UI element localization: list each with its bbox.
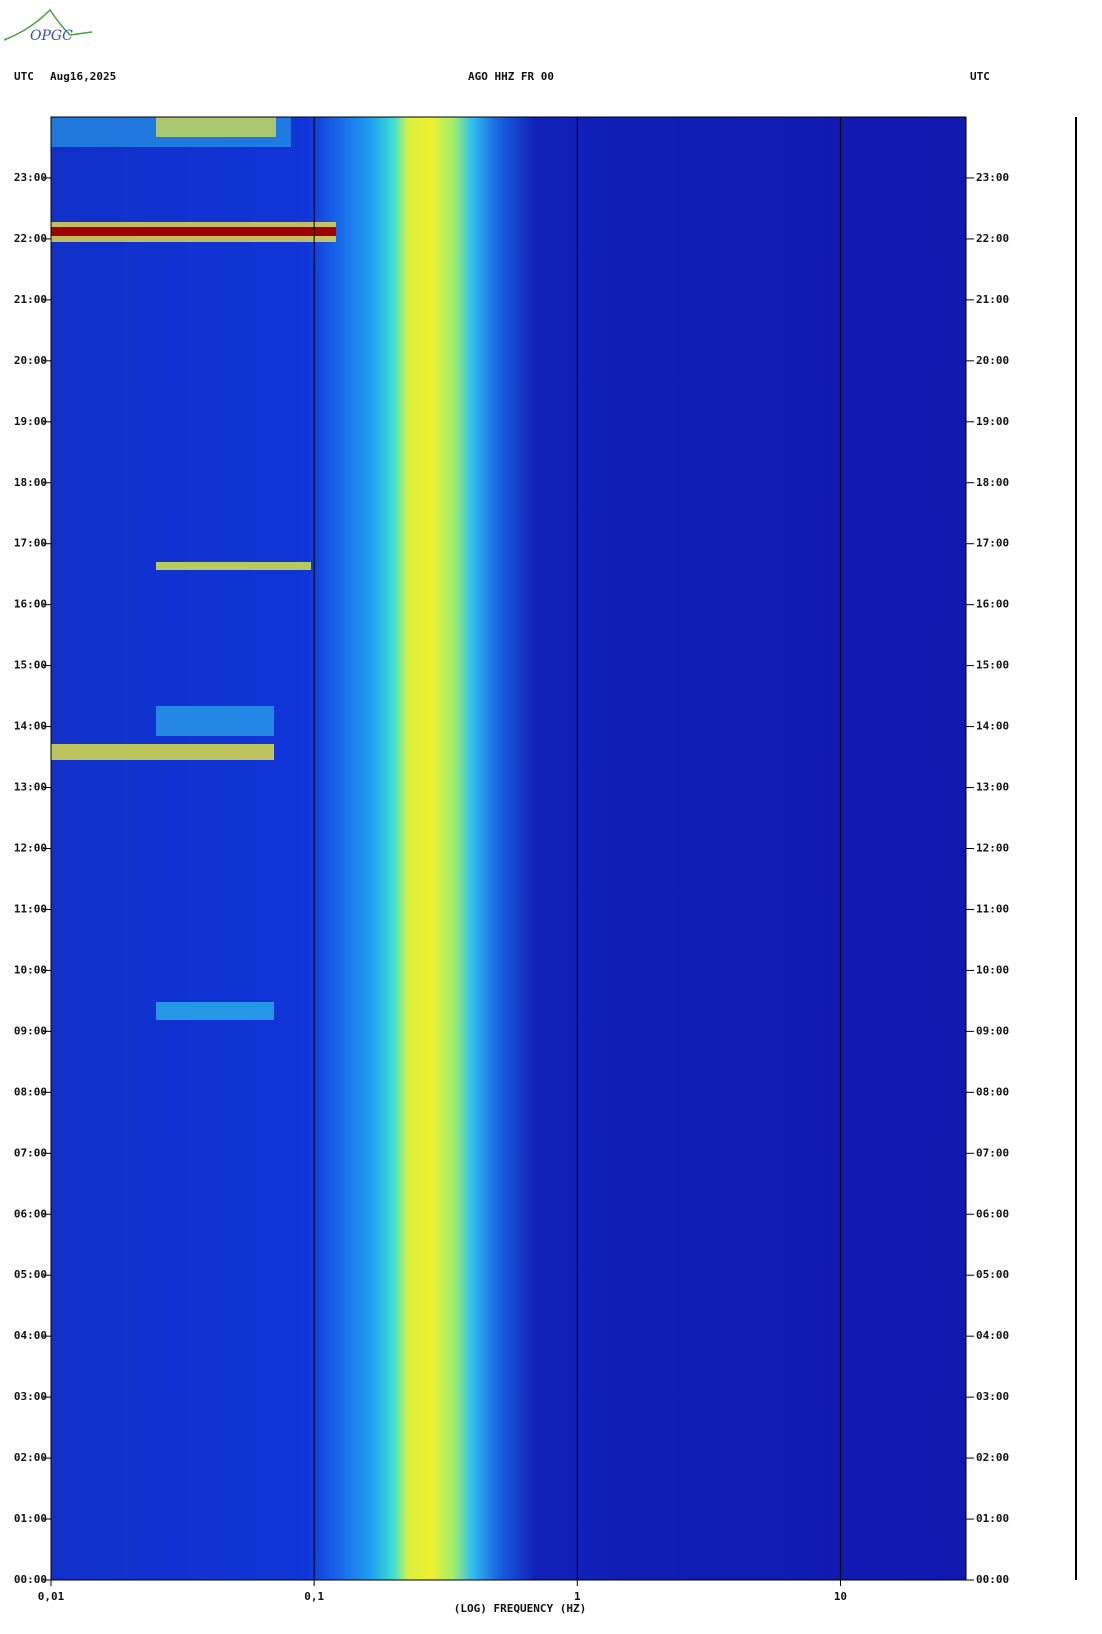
y-tick-label-right: 21:00 [976,293,1009,306]
y-tick-label-right: 16:00 [976,598,1009,611]
x-tick-label: 0,1 [304,1590,324,1603]
y-tick-label-left: 17:00 [14,537,47,550]
event-stripes [51,117,336,1020]
y-tick-label-right: 20:00 [976,354,1009,367]
x-tick-label: 0,01 [38,1590,65,1603]
y-tick-label-left: 22:00 [14,232,47,245]
y-tick-label-right: 06:00 [976,1207,1009,1220]
y-tick-label-right: 18:00 [976,476,1009,489]
y-tick-label-left: 06:00 [14,1207,47,1220]
y-tick-label-left: 18:00 [14,476,47,489]
logo-mark [3,8,93,41]
y-tick-label-right: 05:00 [976,1268,1009,1281]
y-tick-label-left: 10:00 [14,963,47,976]
y-tick-label-left: 01:00 [14,1512,47,1525]
logo: OPGC [30,28,73,44]
y-tick-label-right: 22:00 [976,232,1009,245]
y-tick-label-right: 09:00 [976,1024,1009,1037]
y-tick-label-left: 09:00 [14,1024,47,1037]
y-tick-label-left: 16:00 [14,598,47,611]
y-tick-label-right: 01:00 [976,1512,1009,1525]
y-tick-label-left: 00:00 [14,1573,47,1586]
header-right: UTC [970,70,990,83]
y-tick-label-right: 17:00 [976,537,1009,550]
y-tick-label-left: 13:00 [14,781,47,794]
y-tick-label-left: 12:00 [14,842,47,855]
y-tick-label-right: 08:00 [976,1085,1009,1098]
header-station: AGO HHZ FR 00 [468,70,554,83]
y-tick-label-right: 07:00 [976,1146,1009,1159]
y-tick-label-left: 11:00 [14,902,47,915]
y-tick-label-left: 14:00 [14,720,47,733]
y-tick-label-right: 11:00 [976,902,1009,915]
y-tick-label-right: 12:00 [976,842,1009,855]
y-tick-label-right: 23:00 [976,171,1009,184]
y-tick-label-left: 21:00 [14,293,47,306]
y-tick-label-right: 03:00 [976,1390,1009,1403]
plot-frame [50,116,967,1581]
y-tick-label-right: 02:00 [976,1451,1009,1464]
spectrogram-image [51,117,966,1580]
y-tick-label-left: 07:00 [14,1146,47,1159]
x-tick-label: 10 [834,1590,847,1603]
y-tick-label-left: 23:00 [14,171,47,184]
y-tick-label-right: 14:00 [976,720,1009,733]
y-tick-label-right: 00:00 [976,1573,1009,1586]
y-tick-label-left: 15:00 [14,659,47,672]
y-tick-label-left: 03:00 [14,1390,47,1403]
x-axis-label: (LOG) FREQUENCY (HZ) [454,1602,586,1615]
y-tick-label-left: 05:00 [14,1268,47,1281]
y-tick-label-left: 19:00 [14,415,47,428]
header-left: UTC [14,70,34,83]
y-tick-label-left: 02:00 [14,1451,47,1464]
y-tick-label-right: 13:00 [976,781,1009,794]
x-tick-label: 1 [574,1590,581,1603]
y-tick-label-right: 19:00 [976,415,1009,428]
y-tick-label-right: 04:00 [976,1329,1009,1342]
y-tick-label-left: 20:00 [14,354,47,367]
y-tick-label-left: 08:00 [14,1085,47,1098]
y-tick-label-left: 04:00 [14,1329,47,1342]
y-tick-label-right: 10:00 [976,963,1009,976]
y-tick-label-right: 15:00 [976,659,1009,672]
header-date: Aug16,2025 [50,70,116,83]
